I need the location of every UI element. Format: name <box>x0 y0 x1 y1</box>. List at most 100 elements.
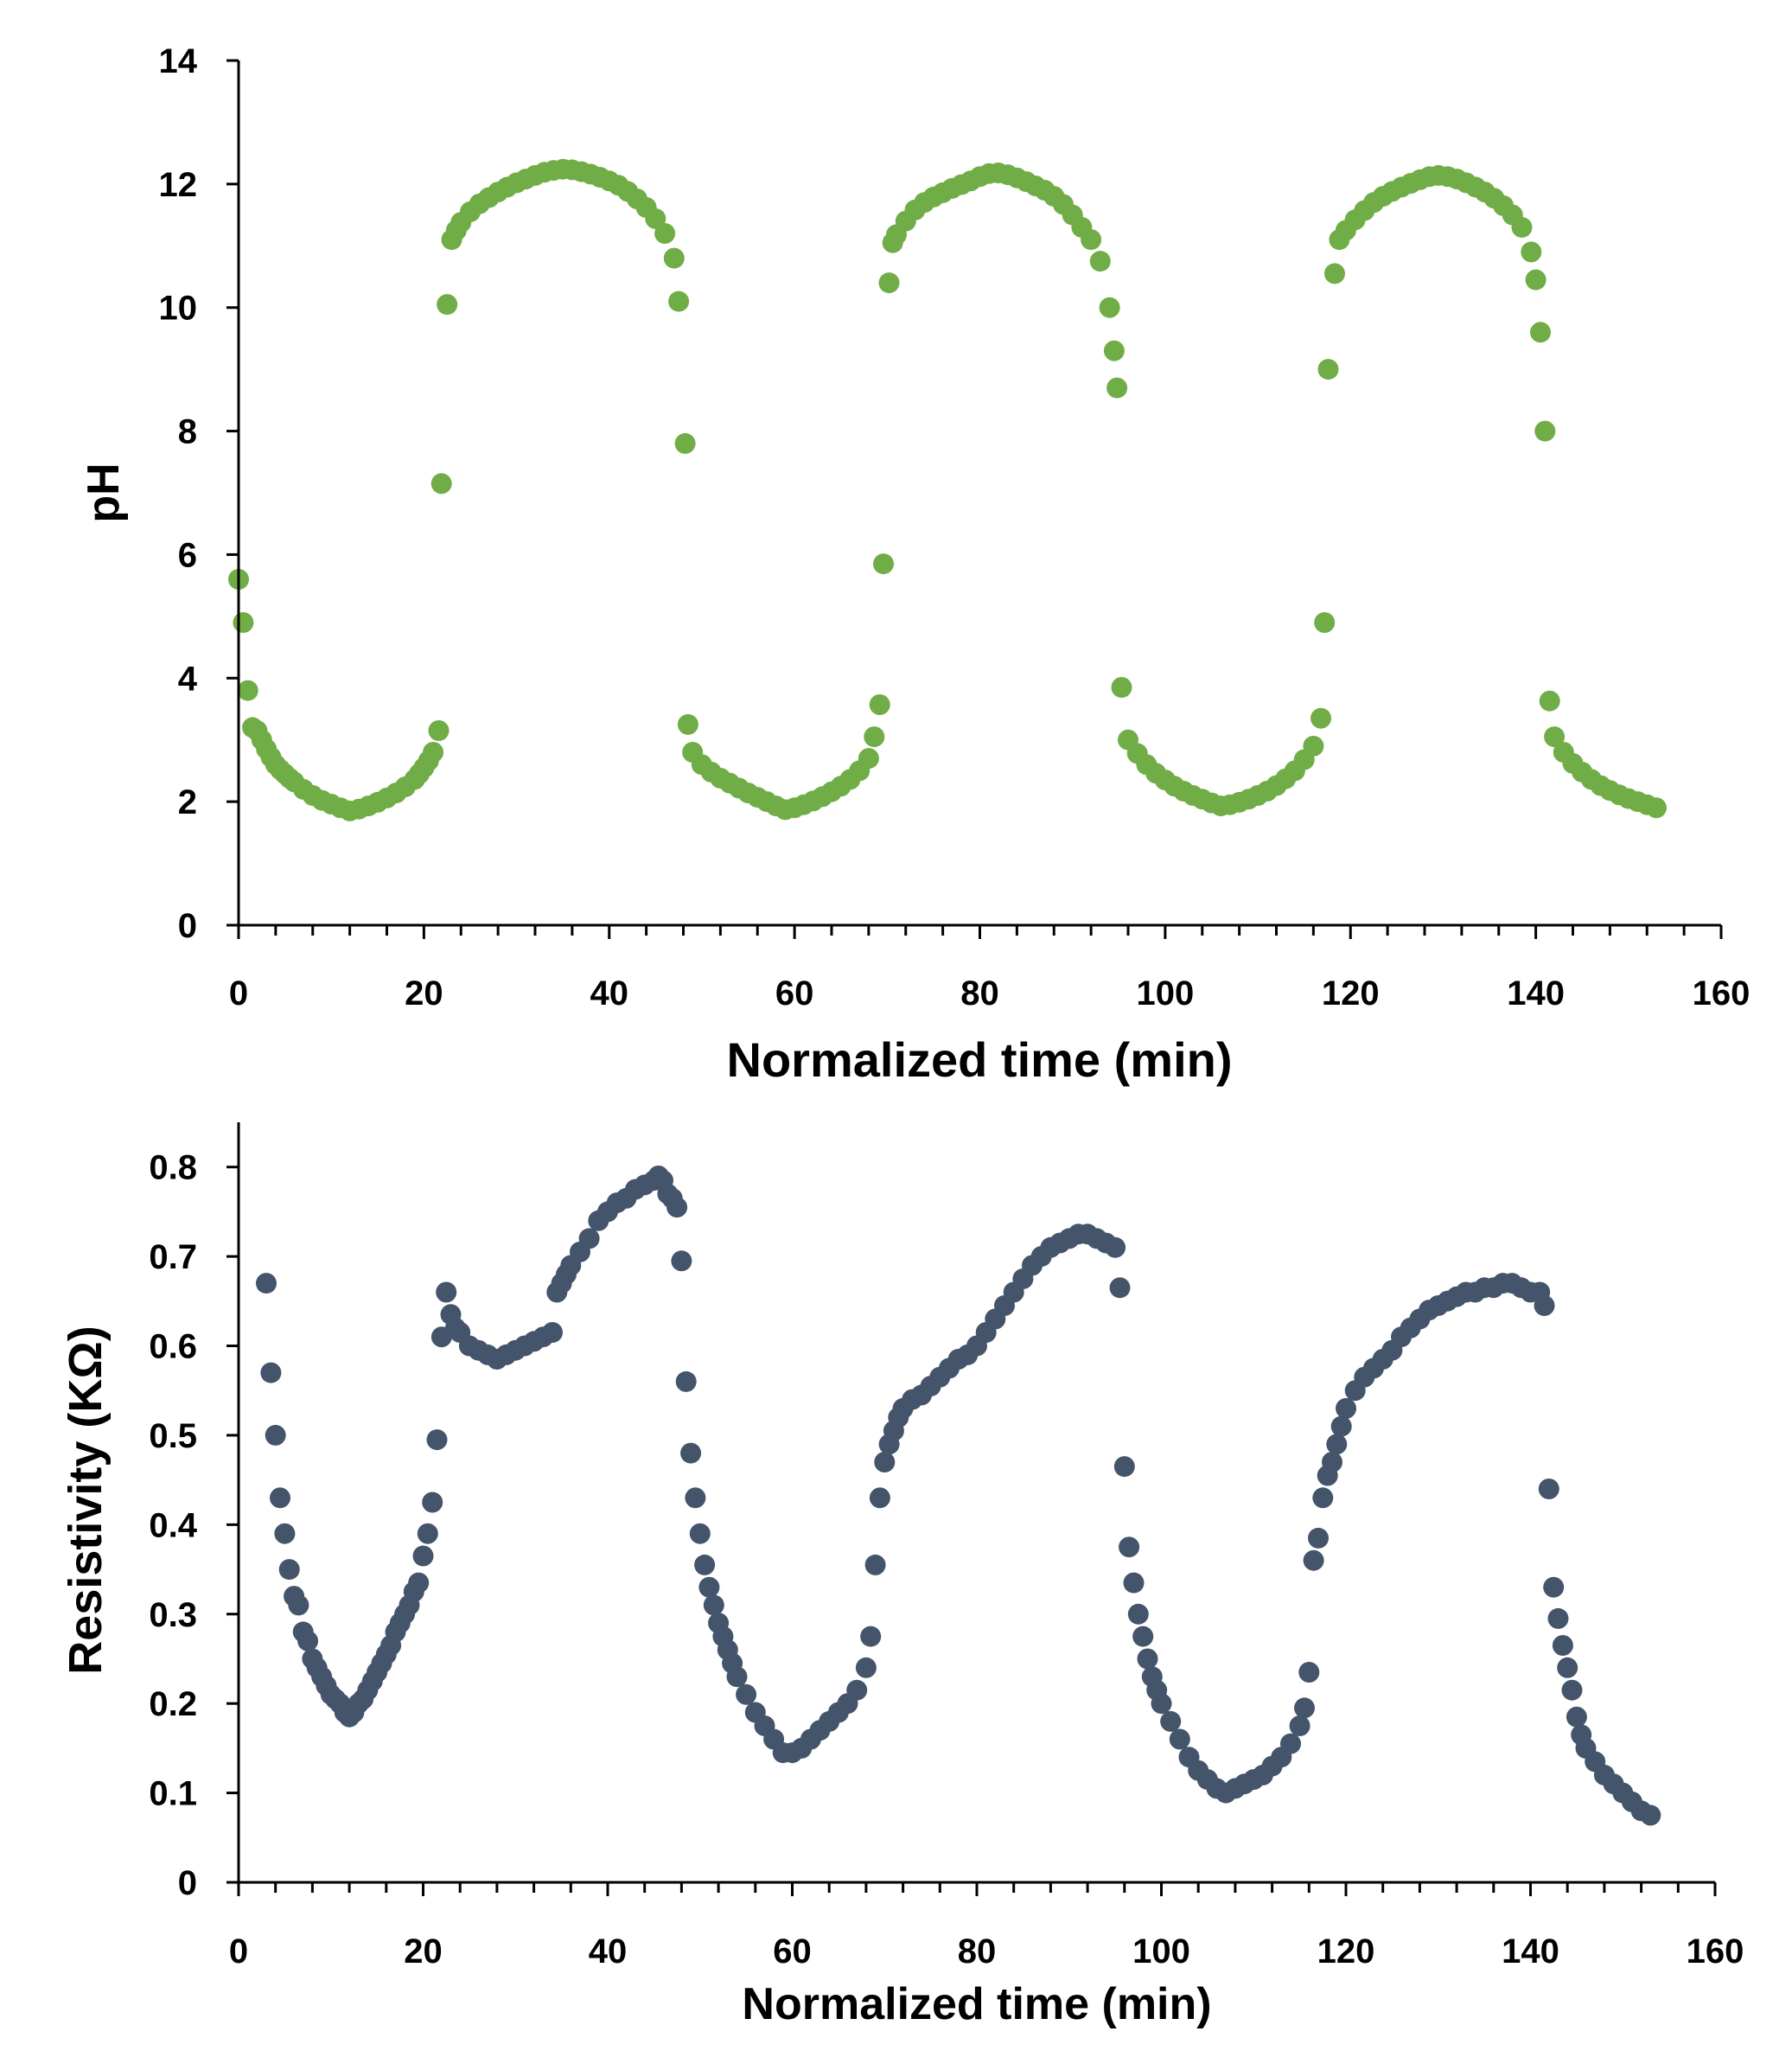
resistivity-data-point <box>864 1554 886 1575</box>
ph-data-point <box>233 612 254 633</box>
ph-data-point <box>1539 690 1560 712</box>
ph-y-tick-label: 10 <box>159 290 198 328</box>
ph-x-tick-label: 80 <box>960 974 999 1013</box>
resistivity-chart: 0 20 40 60 80 100 120 140 160 0 0.1 0.2 0.3 0.4 0.5 0.6… <box>60 1122 1744 2029</box>
resistivity-data-point <box>1557 1657 1578 1678</box>
resistivity-data-point <box>297 1630 319 1651</box>
ph-data-point <box>668 291 690 312</box>
resistivity-data-point <box>1123 1572 1145 1594</box>
resistivity-data-point <box>1298 1662 1320 1683</box>
resistivity-x-tick-label: 0 <box>229 1932 248 1971</box>
ph-data-point <box>1089 251 1111 272</box>
resistivity-data-point <box>1127 1603 1149 1625</box>
resistivity-data-point <box>1566 1706 1587 1728</box>
ph-y-tick-label: 0 <box>178 907 197 945</box>
ph-x-tick-label: 40 <box>590 974 629 1013</box>
resistivity-data-point <box>288 1594 309 1616</box>
ph-y-tick-label: 8 <box>178 413 197 451</box>
ph-x-tick-label: 100 <box>1137 974 1195 1013</box>
ph-data-point <box>645 208 666 229</box>
ph-data-point <box>858 748 879 770</box>
resistivity-data-point <box>578 1228 600 1249</box>
resistivity-data-point <box>703 1594 724 1616</box>
ph-x-tick-label: 20 <box>405 974 443 1013</box>
resistivity-data-point <box>274 1523 296 1544</box>
ph-data-point <box>1311 707 1331 729</box>
resistivity-data-point <box>726 1666 748 1688</box>
ph-data-point <box>423 742 444 763</box>
ph-data-point <box>878 272 900 294</box>
resistivity-data-point <box>685 1487 706 1509</box>
ph-y-tick-label: 14 <box>159 42 198 80</box>
resistivity-y-tick-label: 0.4 <box>149 1506 197 1544</box>
resistivity-ticks: 0 20 40 60 80 100 120 140 160 0 0.1 0.2 0.3 0.4 0.5 0.6… <box>149 1149 1744 1971</box>
resistivity-data-point <box>1326 1434 1348 1455</box>
ph-data-point <box>873 553 894 575</box>
ph-data-point <box>1314 612 1336 633</box>
ph-data-point <box>674 432 696 454</box>
resistivity-data-point <box>855 1657 877 1678</box>
ph-data-point <box>1324 263 1345 284</box>
resistivity-y-tick-label: 0 <box>178 1864 197 1902</box>
resistivity-x-tick-label: 160 <box>1687 1932 1744 1971</box>
ph-data-point <box>1303 735 1324 757</box>
ph-data-point <box>1099 297 1120 318</box>
ph-y-tick-label: 6 <box>178 536 197 574</box>
resistivity-data-point <box>736 1683 757 1705</box>
resistivity-data-point <box>1151 1693 1172 1715</box>
ph-data-point <box>663 247 685 269</box>
resistivity-data-point <box>265 1424 286 1446</box>
resistivity-x-tick-label: 80 <box>958 1932 997 1971</box>
resistivity-y-tick-label: 0.1 <box>149 1775 197 1813</box>
ph-y-tick-label: 12 <box>159 166 198 204</box>
resistivity-data-point <box>412 1545 434 1567</box>
resistivity-data-point <box>417 1523 438 1544</box>
ph-data-point <box>428 720 450 741</box>
ph-data-point <box>237 680 258 701</box>
resistivity-data-point <box>1289 1715 1311 1736</box>
resistivity-data-points <box>256 1166 1661 1826</box>
resistivity-data-point <box>1330 1415 1352 1437</box>
ph-data-point <box>864 726 885 748</box>
resistivity-x-tick-label: 20 <box>404 1932 443 1971</box>
resistivity-data-point <box>1105 1236 1126 1258</box>
resistivity-data-point <box>675 1370 697 1392</box>
resistivity-data-point <box>698 1576 720 1598</box>
resistivity-data-point <box>860 1626 882 1647</box>
resistivity-x-tick-label: 60 <box>773 1932 812 1971</box>
ph-data-points <box>228 158 1667 821</box>
resistivity-data-point <box>436 1281 457 1303</box>
ph-data-point <box>1103 340 1125 361</box>
resistivity-data-point <box>1119 1536 1140 1558</box>
resistivity-y-tick-label: 0.5 <box>149 1417 197 1455</box>
resistivity-data-point <box>260 1362 282 1383</box>
resistivity-data-point <box>1280 1733 1301 1754</box>
resistivity-data-point <box>874 1452 896 1472</box>
ph-data-point <box>1081 229 1102 251</box>
resistivity-x-axis-title: Normalized time (min) <box>742 1979 1211 2029</box>
ph-data-point <box>1511 216 1533 238</box>
resistivity-data-point <box>846 1679 868 1701</box>
resistivity-data-point <box>426 1429 448 1451</box>
resistivity-y-tick-label: 0.6 <box>149 1328 197 1366</box>
ph-data-point <box>430 473 452 495</box>
resistivity-y-tick-label: 0.8 <box>149 1149 197 1187</box>
ph-data-point <box>1111 677 1132 698</box>
resistivity-data-point <box>1322 1452 1342 1472</box>
resistivity-data-point <box>256 1273 277 1294</box>
ph-x-tick-label: 140 <box>1507 974 1565 1013</box>
resistivity-data-point <box>1303 1549 1324 1571</box>
ph-data-point <box>654 223 676 244</box>
resistivity-data-point <box>1137 1648 1158 1670</box>
ph-x-tick-label: 60 <box>775 974 814 1013</box>
ph-data-point <box>1521 241 1542 263</box>
resistivity-data-point <box>408 1572 430 1594</box>
resistivity-data-point <box>422 1492 443 1513</box>
resistivity-y-axis-title: Resistivity (KΩ) <box>60 1326 112 1674</box>
resistivity-data-point <box>869 1487 890 1509</box>
ph-x-tick-label: 120 <box>1322 974 1380 1013</box>
ph-data-point <box>1646 797 1667 819</box>
resistivity-data-point <box>278 1559 300 1581</box>
ph-y-tick-label: 4 <box>178 660 198 698</box>
resistivity-data-point <box>1169 1728 1190 1750</box>
